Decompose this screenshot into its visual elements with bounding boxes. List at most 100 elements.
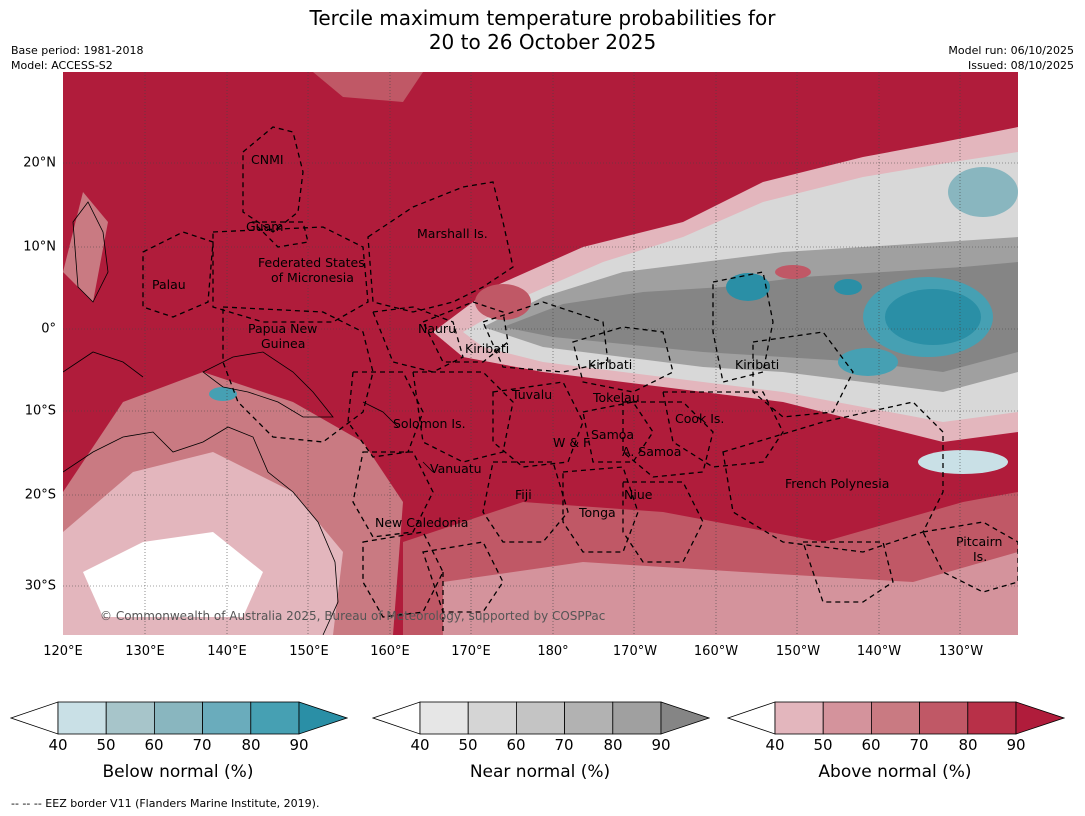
lon-label: 150°E [289,644,329,659]
colorbar-near: 40 50 60 70 80 90 Near normal (%) [371,700,711,790]
label-tokelau: Tokelau [592,390,640,405]
colorbar-swatch [774,701,824,735]
cbar-tick: 40 [48,736,68,754]
cbar-tick: 60 [144,736,164,754]
lon-label: 130°E [125,644,165,659]
cbar-tick: 50 [458,736,478,754]
lon-label: 150°W [775,644,821,659]
colorbar-extend-high [660,701,711,735]
title-line-1: Tercile maximum temperature probabilitie… [309,6,776,30]
model-name: Model: ACCESS-S2 [11,59,113,72]
model-run: Model run: 06/10/2025 [948,44,1074,57]
label-kiribati-east: Kiribati [735,357,779,372]
cbar-tick: 90 [1006,736,1026,754]
below-patch-small [834,279,862,295]
colorbar-swatch [250,701,300,735]
below-patch-south-central [838,348,898,376]
lon-label: 180° [537,644,569,659]
label-palau: Palau [152,277,186,292]
forecast-map: CNMI Guam Marshall Is. Federated States … [63,72,1018,635]
colorbar-swatch [57,701,107,735]
lon-label: 140°W [856,644,902,659]
graticule [63,72,1018,635]
colorbar-swatch [612,701,662,735]
label-fiji: Fiji [515,487,532,502]
colorbar-swatch [105,701,155,735]
lon-label: 160°E [370,644,410,659]
footer-note: -- -- -- EEZ border V11 (Flanders Marine… [11,797,320,810]
colorbar-extend-high [298,701,349,735]
colorbar-swatch [919,701,969,735]
colorbar-above-label: Above normal (%) [818,762,972,782]
colorbar-swatch [564,701,614,735]
colorbar-extend-low [9,701,59,735]
lon-label: 170°E [451,644,491,659]
label-pitcairn-1: Pitcairn [956,534,1002,549]
cbar-tick: 80 [603,736,623,754]
colorbar-swatch [419,701,469,735]
label-wf: W & F [553,435,590,450]
above-patch-marshall [475,284,531,320]
cbar-tick: 60 [861,736,881,754]
label-pitcairn-2: Is. [973,549,987,564]
above-mid-north [313,72,423,102]
label-kiribati-west: Kiribati [465,341,509,356]
lat-label: 0° [41,321,56,337]
coastlines [63,201,434,635]
cbar-tick: 70 [909,736,929,754]
title-line-2: 20 to 26 October 2025 [428,30,657,54]
label-guam: Guam [246,219,283,234]
colorbar-swatch [822,701,872,735]
lat-label: 30°S [24,578,56,594]
below-patch-central [726,273,770,301]
label-new-caledonia: New Caledonia [375,515,468,530]
meta-left: Base period: 1981-2018 Model: ACCESS-S2 [11,43,143,73]
issued-date: Issued: 08/10/2025 [967,59,1074,72]
label-solomon: Solomon Is. [393,416,466,431]
lat-label: 10°N [23,239,56,255]
label-asamoa: A. Samoa [622,444,681,459]
base-period: Base period: 1981-2018 [11,44,144,57]
label-french-polynesia: French Polynesia [785,476,889,491]
below-patch-northeast [948,167,1018,217]
map-svg: CNMI Guam Marshall Is. Federated States … [63,72,1018,635]
above-patch-central [775,265,811,279]
colorbar-near-label: Near normal (%) [469,762,611,782]
label-png-1: Papua New [248,321,317,336]
lat-label: 20°S [24,487,56,503]
eez-borders [142,126,1018,635]
lon-label: 120°E [43,644,83,659]
lon-label: 140°E [207,644,247,659]
cbar-tick: 60 [506,736,526,754]
colorbar-below: 40 50 60 70 80 90 Below normal (%) [9,700,349,790]
label-samoa: Samoa [591,427,634,442]
colorbar-below-svg [9,701,349,735]
cbar-tick: 40 [765,736,785,754]
cbar-tick: 40 [410,736,430,754]
colorbar-swatch [202,701,252,735]
cbar-tick: 50 [813,736,833,754]
label-niue: Niue [624,487,653,502]
lon-label: 170°W [612,644,658,659]
below-patch-east-core [885,289,981,345]
label-tuvalu: Tuvalu [511,387,552,402]
lat-label: 10°S [24,403,56,419]
colorbar-swatch [967,701,1017,735]
cbar-tick: 80 [241,736,261,754]
colorbar-above: 40 50 60 70 80 90 Above normal (%) [726,700,1066,790]
colorbar-swatch [870,701,920,735]
meta-right: Model run: 06/10/2025 Issued: 08/10/2025 [948,43,1074,73]
label-cook: Cook Is. [675,411,724,426]
cbar-tick: 70 [554,736,574,754]
above-light-south [443,552,1018,635]
lat-label: 20°N [23,155,56,171]
label-vanuatu: Vanuatu [430,461,482,476]
label-fsm-1: Federated States [258,255,365,270]
lon-label: 160°W [693,644,739,659]
colorbar-swatch [515,701,565,735]
australia-white-area [83,532,263,617]
colorbar-extend-low [726,701,776,735]
chart-title: Tercile maximum temperature probabilitie… [0,6,1085,54]
colorbar-extend-low [371,701,421,735]
label-png-2: Guinea [261,336,305,351]
